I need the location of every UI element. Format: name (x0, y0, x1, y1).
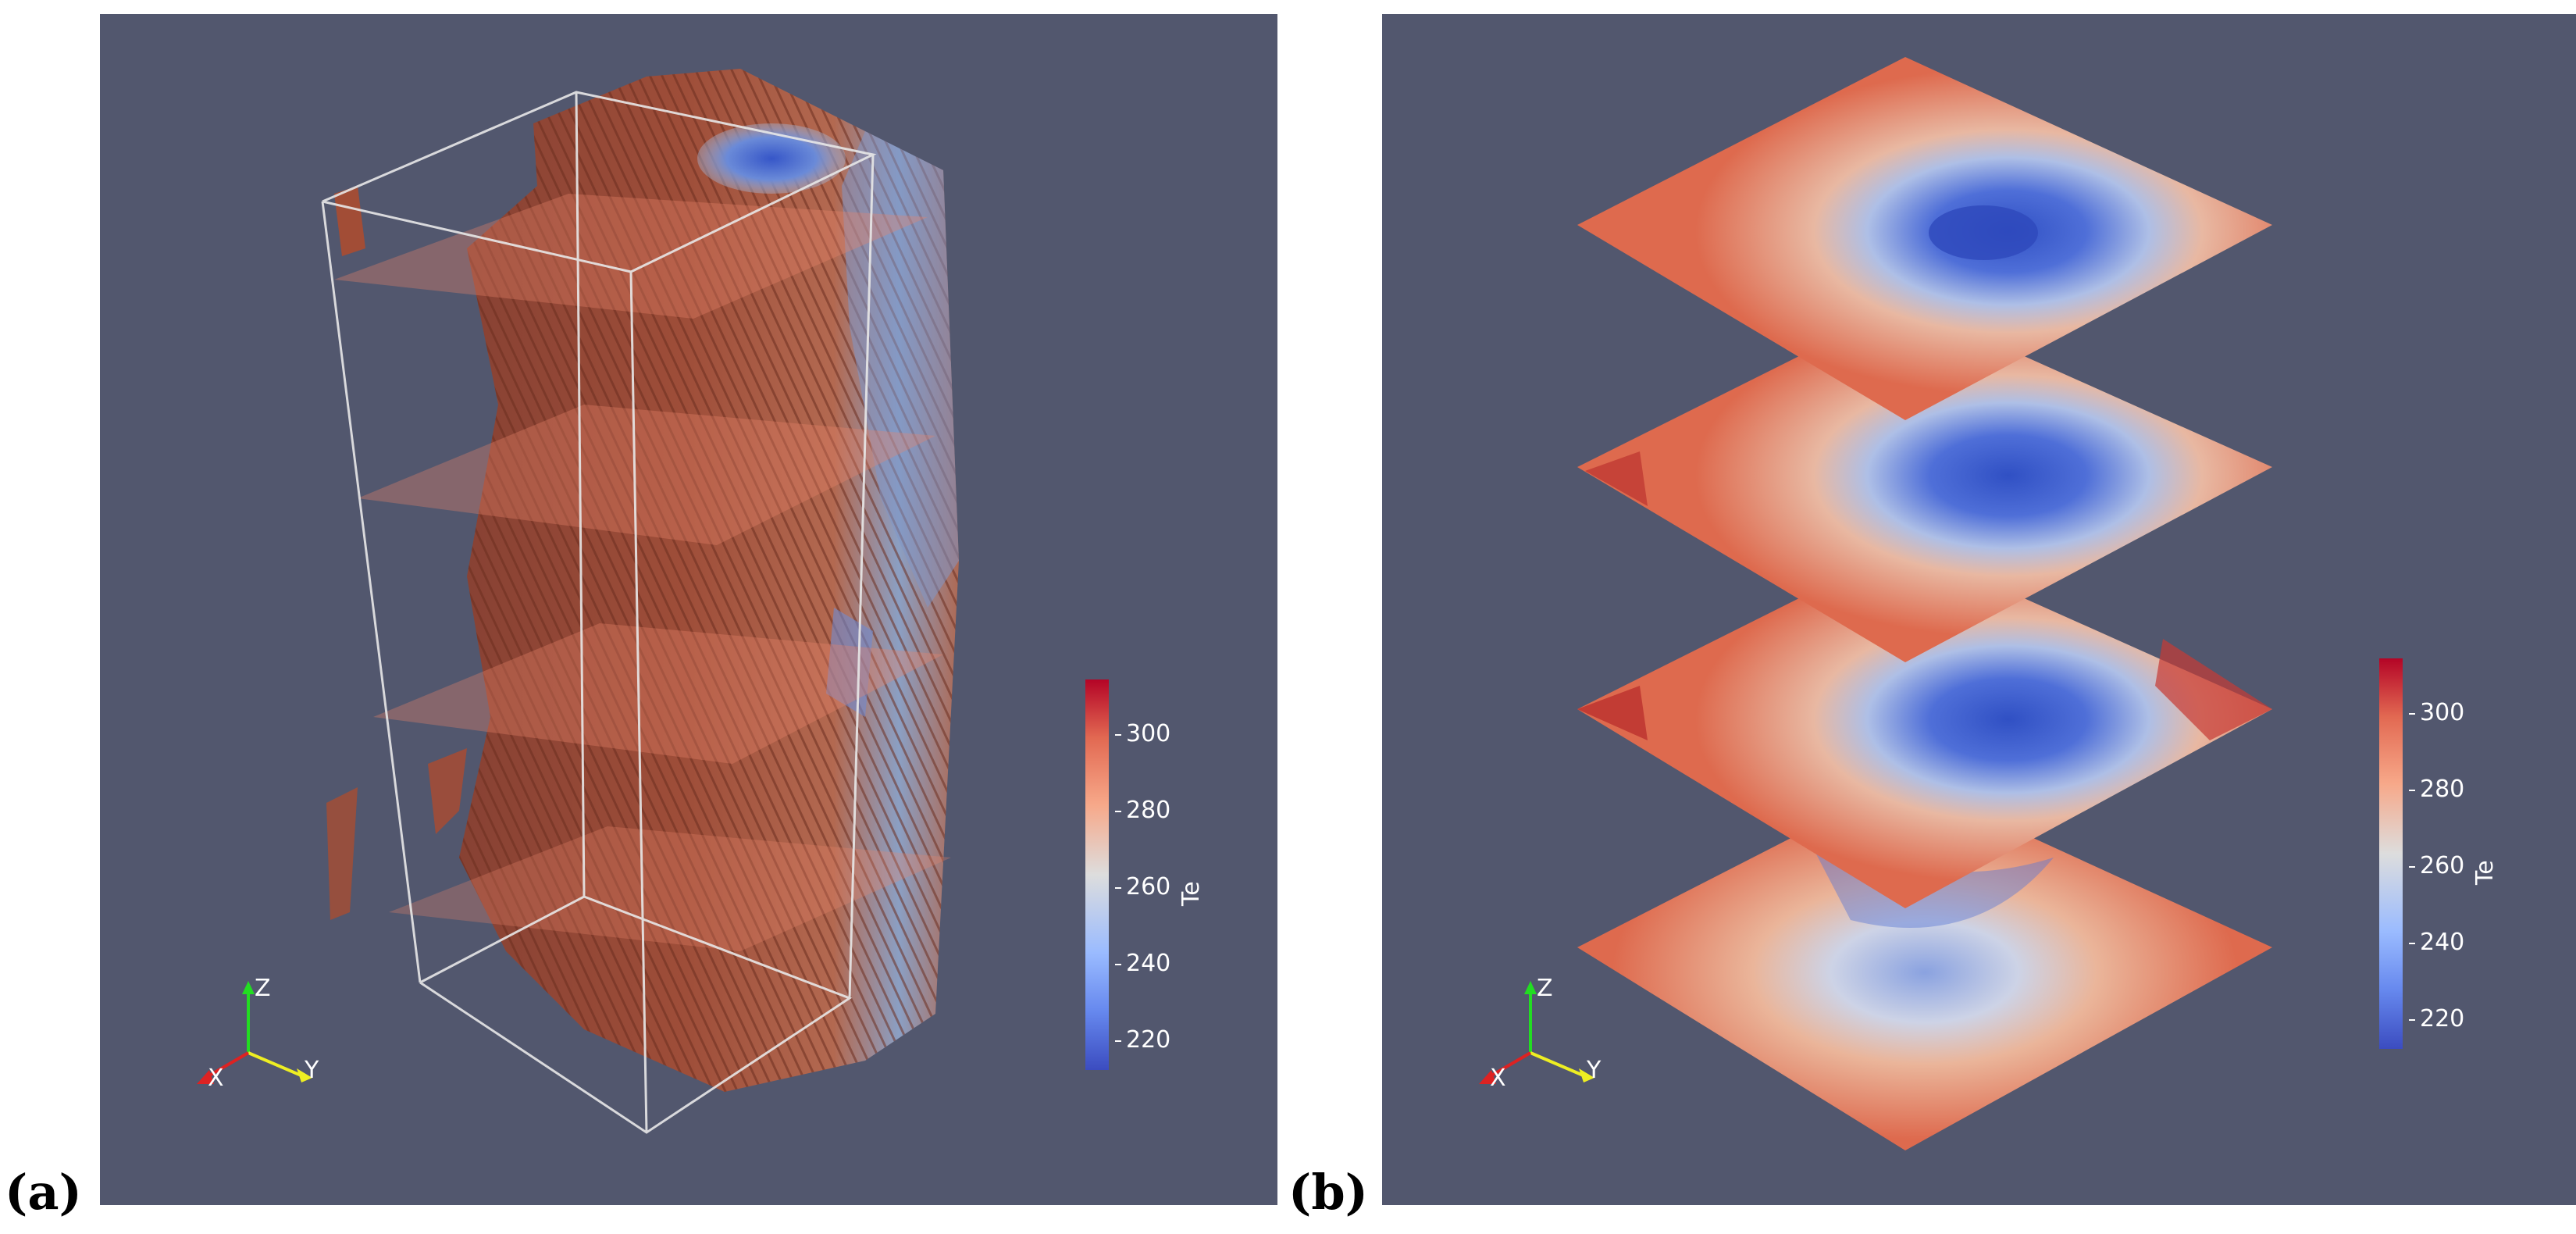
panel-a-label: (a) (5, 1164, 82, 1221)
panel-a-viewport[interactable]: Z Y X 300 280 260 240 220 Te (100, 14, 1277, 1205)
axis-y-label: Y (1587, 1057, 1602, 1084)
colorbar-a-tick: 240 (1114, 950, 1171, 977)
colorbar-b-tick: 220 (2408, 1005, 2465, 1032)
axis-z-label: Z (1537, 975, 1553, 1002)
panel-b-label: (b) (1288, 1164, 1369, 1221)
colorbar-b-tick: 300 (2408, 699, 2465, 726)
colorbar-b-tick: 260 (2408, 852, 2465, 879)
volume-render-3d (197, 69, 959, 1134)
axis-x-label: X (1490, 1065, 1506, 1092)
axis-y-label: Y (305, 1057, 319, 1084)
axis-x-label: X (208, 1065, 224, 1092)
colorbar-a-tick: 220 (1114, 1026, 1171, 1054)
axis-z-label: Z (255, 975, 271, 1002)
colorbar-a-tick: 280 (1114, 797, 1171, 824)
colorbar-a-title: Te (1178, 881, 1205, 906)
orientation-axes (1479, 981, 1594, 1084)
colorbar-b-title: Te (2471, 860, 2499, 885)
colorbar-b-tick: 240 (2408, 929, 2465, 956)
panel-b-viewport[interactable]: Z Y X 300 280 260 240 220 Te (1382, 14, 2576, 1205)
stacked-slices-3d (1479, 57, 2272, 1150)
colorbar-a-tick: 300 (1114, 720, 1171, 747)
orientation-axes (197, 981, 312, 1084)
colorbar-a-gradient (1085, 679, 1109, 1070)
colorbar-b-gradient (2379, 658, 2403, 1049)
colorbar-b-tick: 280 (2408, 776, 2465, 803)
colorbar-a-tick: 260 (1114, 873, 1171, 901)
